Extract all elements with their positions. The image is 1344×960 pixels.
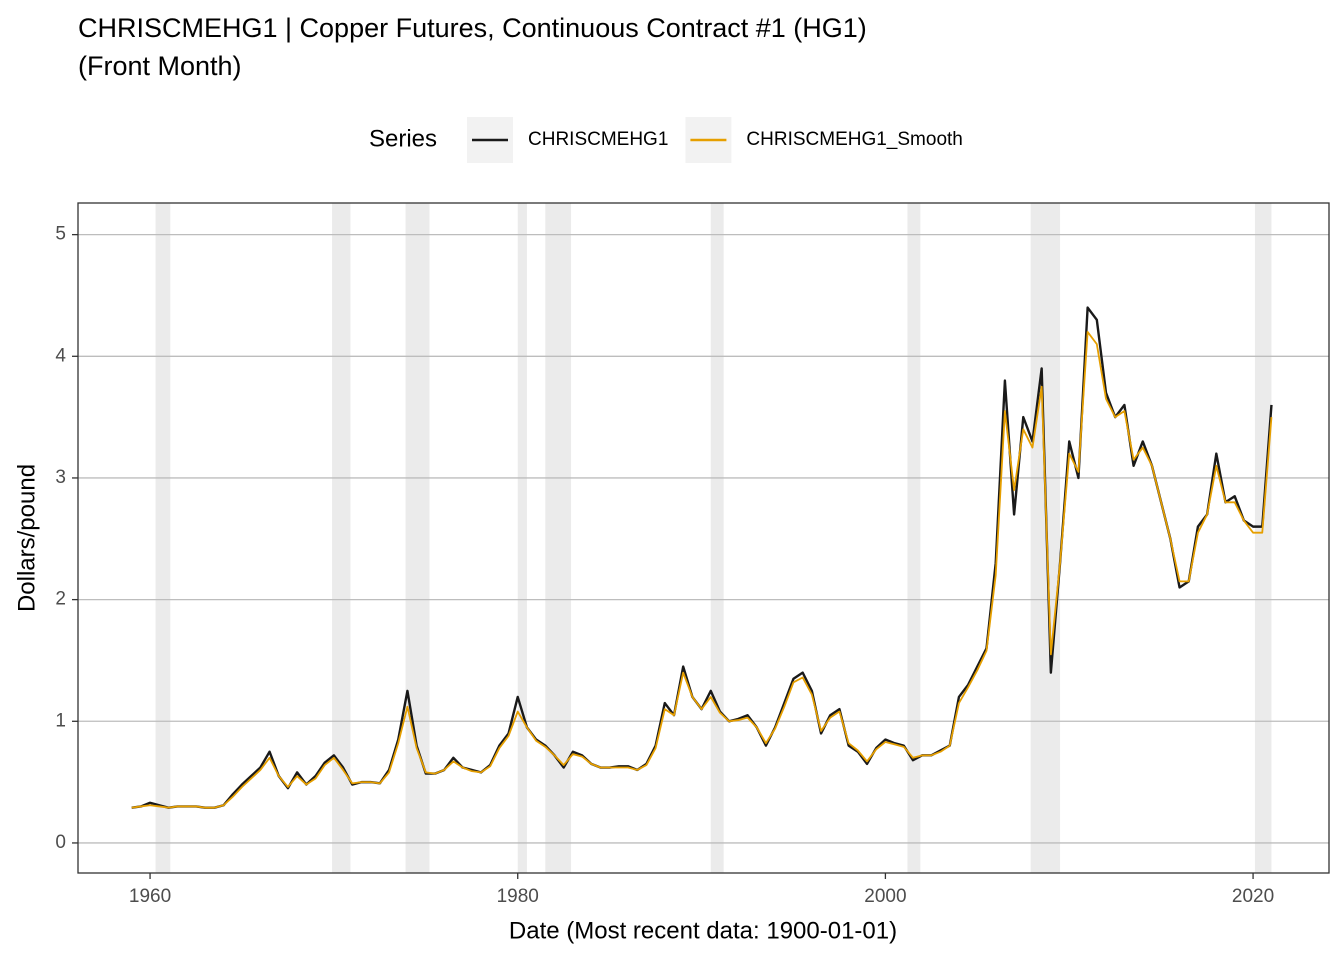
legend-label: CHRISCMEHG1 <box>528 129 668 150</box>
shaded-region <box>1254 203 1272 873</box>
shaded-region <box>155 203 171 873</box>
legend: Series CHRISCMEHG1 CHRISCMEHG1_Smooth <box>369 117 963 163</box>
shaded-region <box>907 203 921 873</box>
legend-title: Series <box>369 125 437 152</box>
x-tick-label: 2000 <box>864 886 906 907</box>
series-line <box>131 331 1273 809</box>
panel-border <box>77 202 1330 874</box>
chart-title: CHRISCMEHG1 | Copper Futures, Continuous… <box>78 13 867 43</box>
x-tick-label: 1980 <box>497 886 539 907</box>
y-tick-label: 5 <box>55 224 66 245</box>
x-tick-label: 1960 <box>129 886 171 907</box>
shaded-region <box>517 203 527 873</box>
shaded-region <box>710 203 724 873</box>
shaded-region <box>405 203 430 873</box>
y-tick-label: 1 <box>55 710 66 731</box>
y-axis-title: Dollars/pound <box>13 464 40 612</box>
x-axis-title: Date (Most recent data: 1900-01-01) <box>509 917 897 944</box>
y-tick-label: 4 <box>55 345 66 366</box>
shaded-region <box>1030 203 1061 873</box>
x-tick-label: 2020 <box>1232 886 1274 907</box>
legend-label: CHRISCMEHG1_Smooth <box>746 129 962 150</box>
chart-title: (Front Month) <box>78 51 242 81</box>
shaded-region <box>545 203 572 873</box>
shaded-region <box>332 203 351 873</box>
y-tick-label: 2 <box>55 589 66 610</box>
y-tick-label: 0 <box>55 832 66 853</box>
y-tick-label: 3 <box>55 467 66 488</box>
